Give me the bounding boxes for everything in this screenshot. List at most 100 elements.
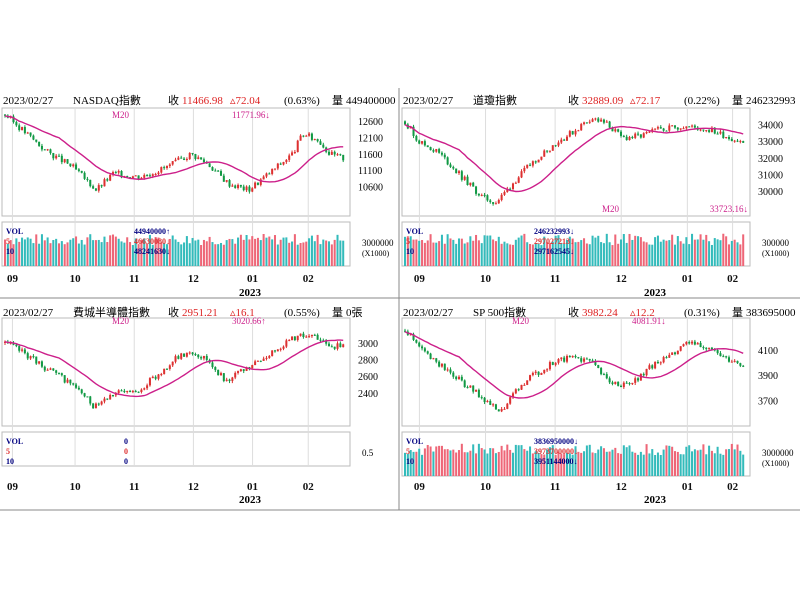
volume-bar xyxy=(557,235,560,266)
candle-body xyxy=(188,153,191,159)
candle-body xyxy=(66,159,69,164)
candle-body xyxy=(183,158,186,160)
volume-row-label: 10 xyxy=(406,457,414,466)
y-tick-label: 33000 xyxy=(758,137,783,148)
candle-body xyxy=(506,403,509,409)
candle-body xyxy=(475,389,478,392)
candle-body xyxy=(52,153,55,159)
candle-body xyxy=(77,169,80,171)
candle-body xyxy=(466,387,469,389)
candle-body xyxy=(268,356,271,358)
volume-bar xyxy=(625,242,628,266)
volume-bar xyxy=(634,452,637,476)
volume-bar xyxy=(494,453,497,476)
volume-bar xyxy=(205,241,208,266)
volume-bar xyxy=(654,237,657,266)
volume-bar xyxy=(146,243,149,266)
volume-bar xyxy=(231,239,234,266)
volume-bar xyxy=(228,238,231,266)
candle-body xyxy=(426,145,429,148)
chart-title: NASDAQ指數 xyxy=(73,93,141,107)
candle-body xyxy=(15,122,18,126)
candle-body xyxy=(733,140,736,142)
volume-bar xyxy=(23,239,26,266)
y-tick-label: 3900 xyxy=(758,371,778,382)
candle-body xyxy=(730,361,733,363)
candle-body xyxy=(111,394,115,396)
price-plot-frame xyxy=(1,107,351,217)
candle-body xyxy=(279,348,282,350)
candle-body xyxy=(654,361,657,369)
volume-bar xyxy=(469,450,472,476)
candle-body xyxy=(217,369,220,376)
month-tick-label: 01 xyxy=(682,273,693,285)
volume-bar xyxy=(245,235,248,266)
candle-body xyxy=(708,130,711,132)
candle-body xyxy=(446,369,449,371)
volume-bar xyxy=(571,238,574,266)
volume-bar xyxy=(330,244,333,266)
volume-bar xyxy=(285,237,288,266)
volume-bar xyxy=(18,241,21,266)
candle-body xyxy=(40,361,43,367)
candle-body xyxy=(571,355,574,358)
candle-body xyxy=(46,369,49,371)
candle-body xyxy=(69,379,72,384)
candle-body xyxy=(163,167,166,169)
volume-bar xyxy=(415,451,418,476)
volume-bar xyxy=(602,448,605,476)
candle-body xyxy=(651,365,654,369)
candle-body xyxy=(256,182,259,185)
volume-row-label: 5 xyxy=(6,447,10,456)
candle-body xyxy=(185,158,188,160)
volume-bar xyxy=(52,240,55,266)
candle-body xyxy=(131,176,134,179)
candle-body xyxy=(148,175,151,177)
candle-body xyxy=(529,164,532,166)
candle-body xyxy=(619,131,623,136)
volume-bar xyxy=(676,236,679,266)
candle-body xyxy=(739,363,742,366)
volume-bar xyxy=(446,234,449,266)
volume-bar xyxy=(645,242,648,266)
volume-bar xyxy=(279,239,282,266)
candle-body xyxy=(63,159,66,163)
volume-bar xyxy=(537,452,540,476)
candle-body xyxy=(511,393,515,398)
volume-bar xyxy=(291,241,294,266)
volume-bar xyxy=(648,453,651,476)
candle-body xyxy=(514,182,517,184)
candle-body xyxy=(469,385,472,388)
candle-body xyxy=(313,139,316,141)
y-tick-label: 12600 xyxy=(358,117,383,128)
volume-bar xyxy=(730,240,733,266)
candle-body xyxy=(560,357,563,360)
volume-row-value: 0 xyxy=(124,437,128,446)
month-tick-label: 10 xyxy=(480,481,492,493)
volume-bar xyxy=(452,449,455,476)
volume-bar xyxy=(262,234,265,266)
candle-body xyxy=(548,362,551,370)
candle-body xyxy=(330,346,333,348)
volume-bar xyxy=(622,445,625,476)
volume-bar xyxy=(251,236,254,266)
volume-bar xyxy=(282,237,285,266)
volume-bar xyxy=(489,235,492,266)
candle-body xyxy=(21,349,24,351)
volume-bar xyxy=(529,243,532,266)
candle-body xyxy=(676,127,679,130)
candle-body xyxy=(154,376,157,379)
volume-bar xyxy=(174,239,177,266)
candle-body xyxy=(526,164,529,168)
candle-body xyxy=(699,129,702,131)
volume-bar xyxy=(631,451,634,476)
candle-body xyxy=(57,372,61,374)
month-tick-label: 10 xyxy=(70,273,82,285)
candle-body xyxy=(403,121,407,125)
volume-row-label: VOL xyxy=(406,437,423,446)
candle-body xyxy=(336,154,339,156)
volume-unit-label: (X1000) xyxy=(762,249,789,258)
candle-body xyxy=(611,382,614,385)
candle-body xyxy=(654,128,657,130)
candle-body xyxy=(46,149,49,151)
